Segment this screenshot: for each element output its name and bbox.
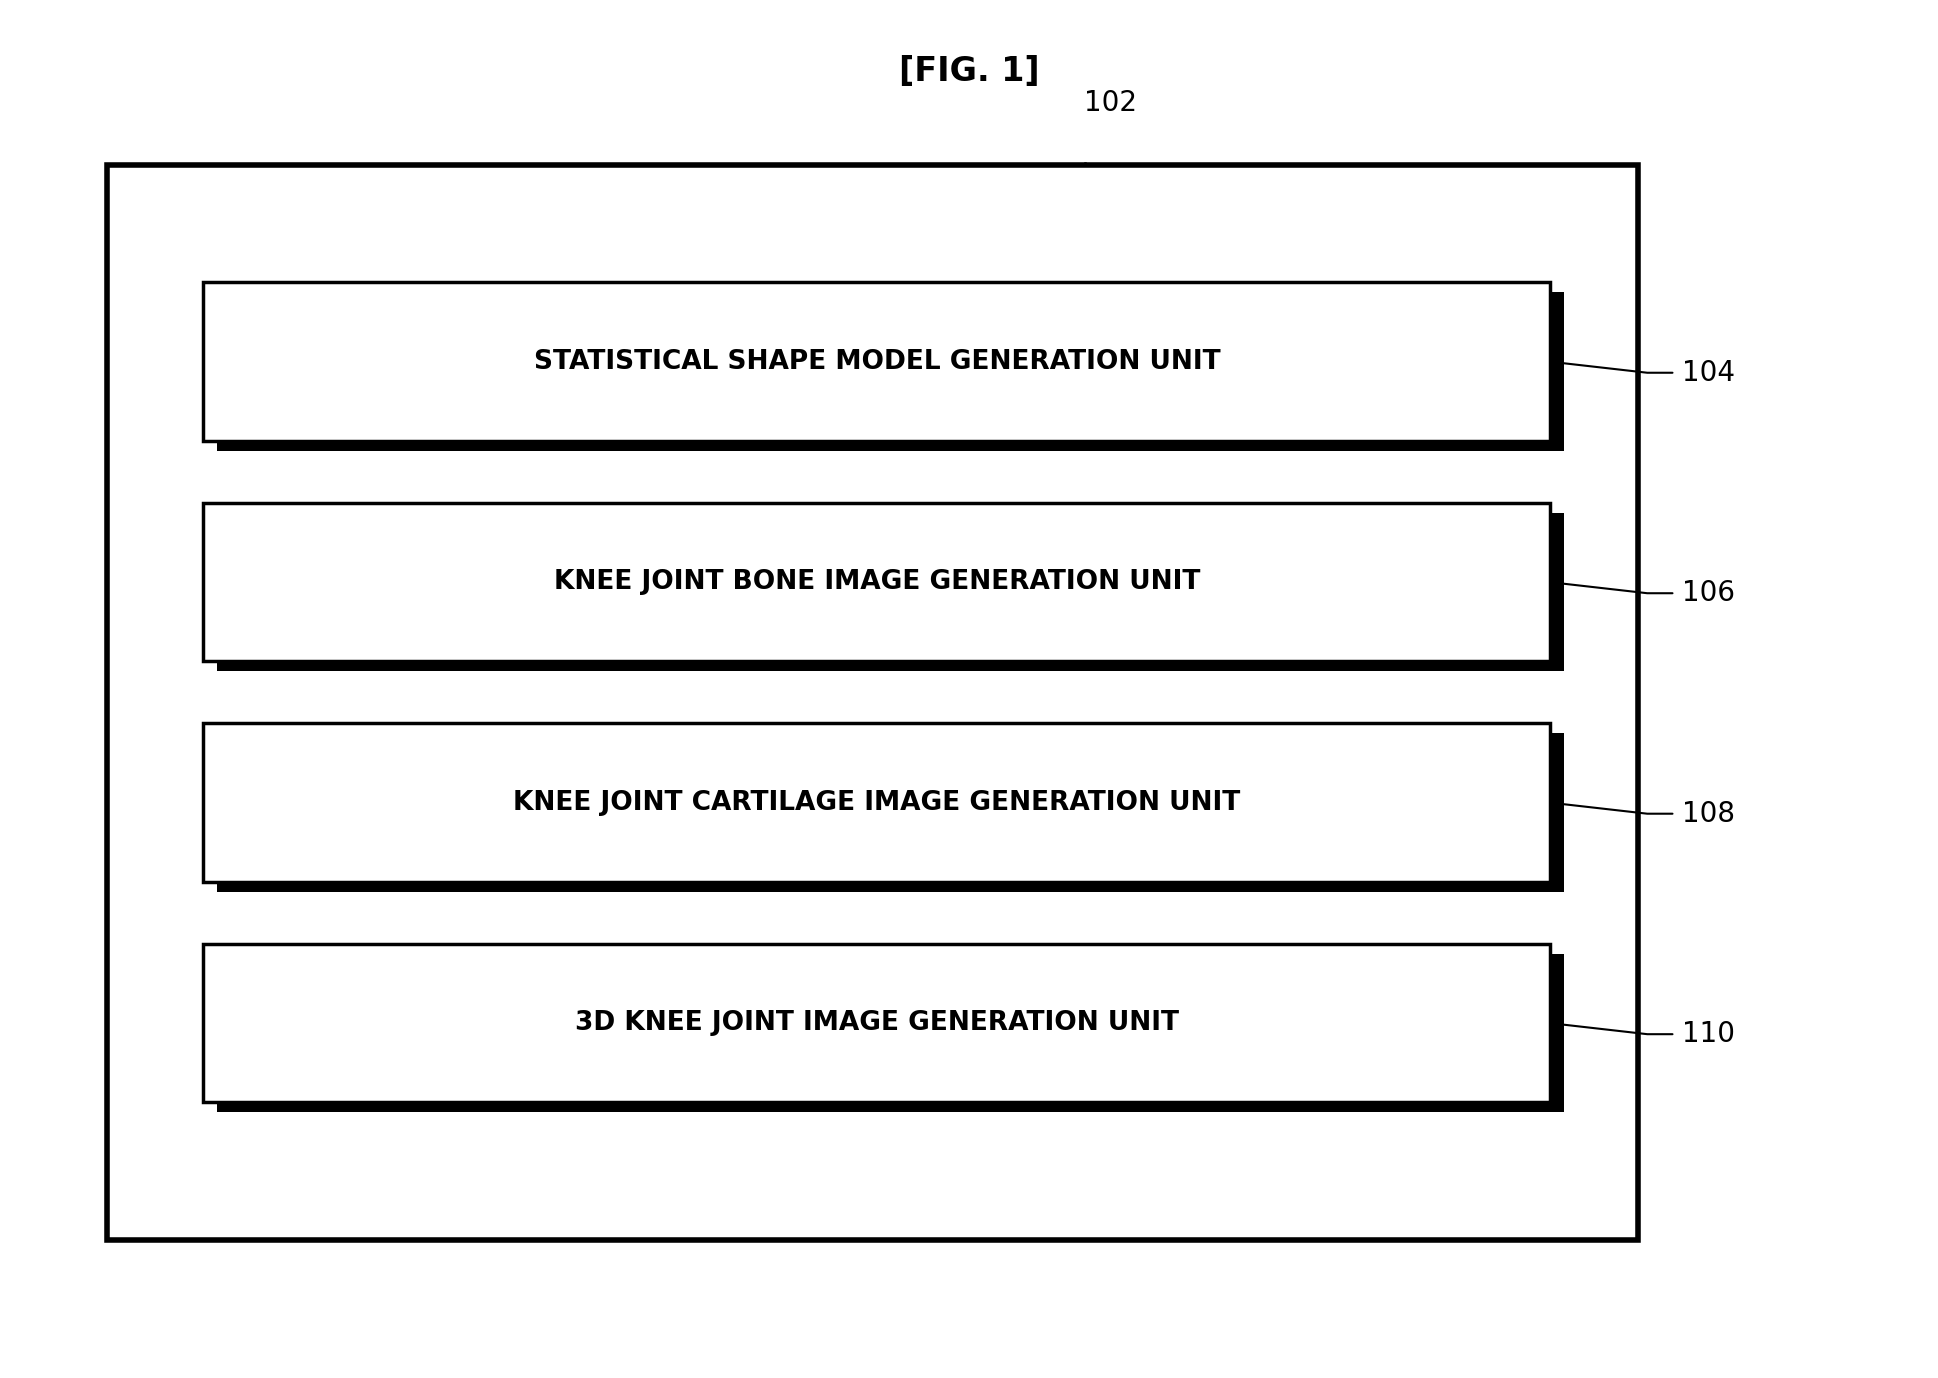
Bar xyxy=(217,733,1564,892)
Bar xyxy=(203,723,1550,882)
Text: 3D KNEE JOINT IMAGE GENERATION UNIT: 3D KNEE JOINT IMAGE GENERATION UNIT xyxy=(576,1010,1178,1036)
Text: 102: 102 xyxy=(1083,90,1138,117)
Text: KNEE JOINT BONE IMAGE GENERATION UNIT: KNEE JOINT BONE IMAGE GENERATION UNIT xyxy=(554,569,1200,595)
Bar xyxy=(217,513,1564,671)
Bar xyxy=(203,282,1550,441)
Text: 108: 108 xyxy=(1682,799,1735,828)
Text: [FIG. 1]: [FIG. 1] xyxy=(899,55,1039,88)
Text: STATISTICAL SHAPE MODEL GENERATION UNIT: STATISTICAL SHAPE MODEL GENERATION UNIT xyxy=(533,349,1221,375)
Text: 110: 110 xyxy=(1682,1020,1735,1049)
Bar xyxy=(203,503,1550,661)
Bar xyxy=(107,165,1638,1240)
Bar xyxy=(203,944,1550,1102)
Text: KNEE JOINT CARTILAGE IMAGE GENERATION UNIT: KNEE JOINT CARTILAGE IMAGE GENERATION UN… xyxy=(514,790,1240,816)
Bar xyxy=(217,954,1564,1112)
Text: 104: 104 xyxy=(1682,358,1735,387)
Bar xyxy=(217,292,1564,451)
Text: 106: 106 xyxy=(1682,579,1735,608)
